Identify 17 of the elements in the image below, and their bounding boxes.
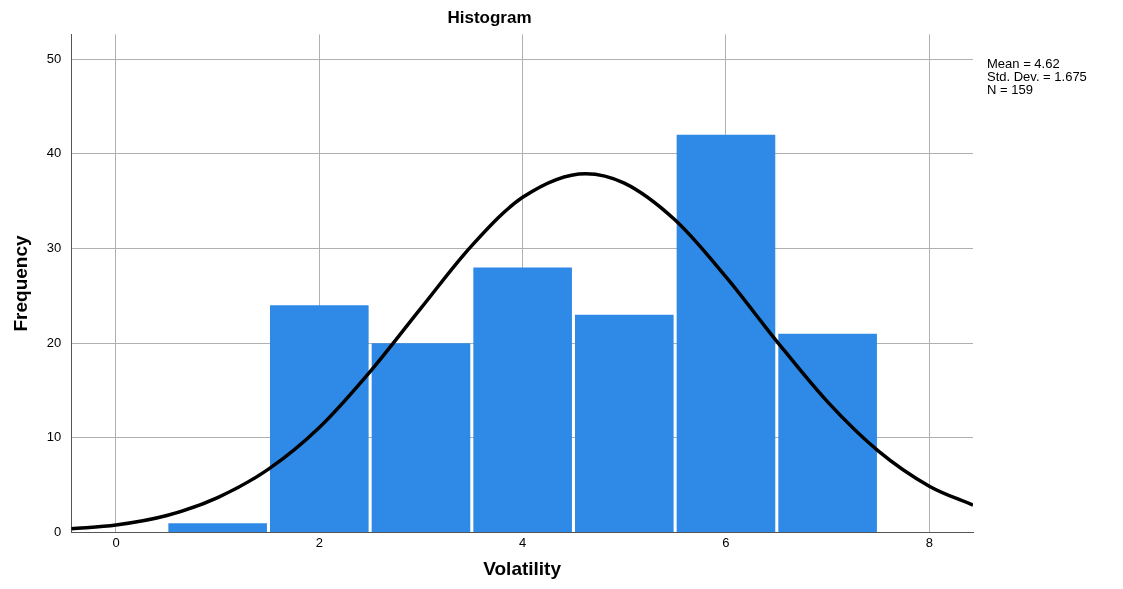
x-tick-label: 2 [315,534,323,550]
x-tick-label: 0 [112,534,120,550]
y-tick-label: 0 [54,524,62,540]
x-tick-label: 4 [519,534,527,550]
text: N = 159 [987,82,1033,98]
text: Mean = 4.62 [987,56,1060,72]
y-axis-title: Frequency [9,235,31,332]
x-tick-label: 8 [925,534,933,550]
x-axis-title: Volatility [483,557,562,579]
y-tick-label: 20 [46,334,62,350]
y-tick-label: 40 [46,145,62,161]
chart-title: Histogram [447,7,532,27]
x-tick-label: 6 [722,534,730,550]
y-tick-label: 30 [46,240,62,256]
y-tick-label: 50 [46,50,62,66]
text: Std. Dev. = 1.675 [987,69,1087,85]
y-tick-label: 10 [46,429,62,445]
